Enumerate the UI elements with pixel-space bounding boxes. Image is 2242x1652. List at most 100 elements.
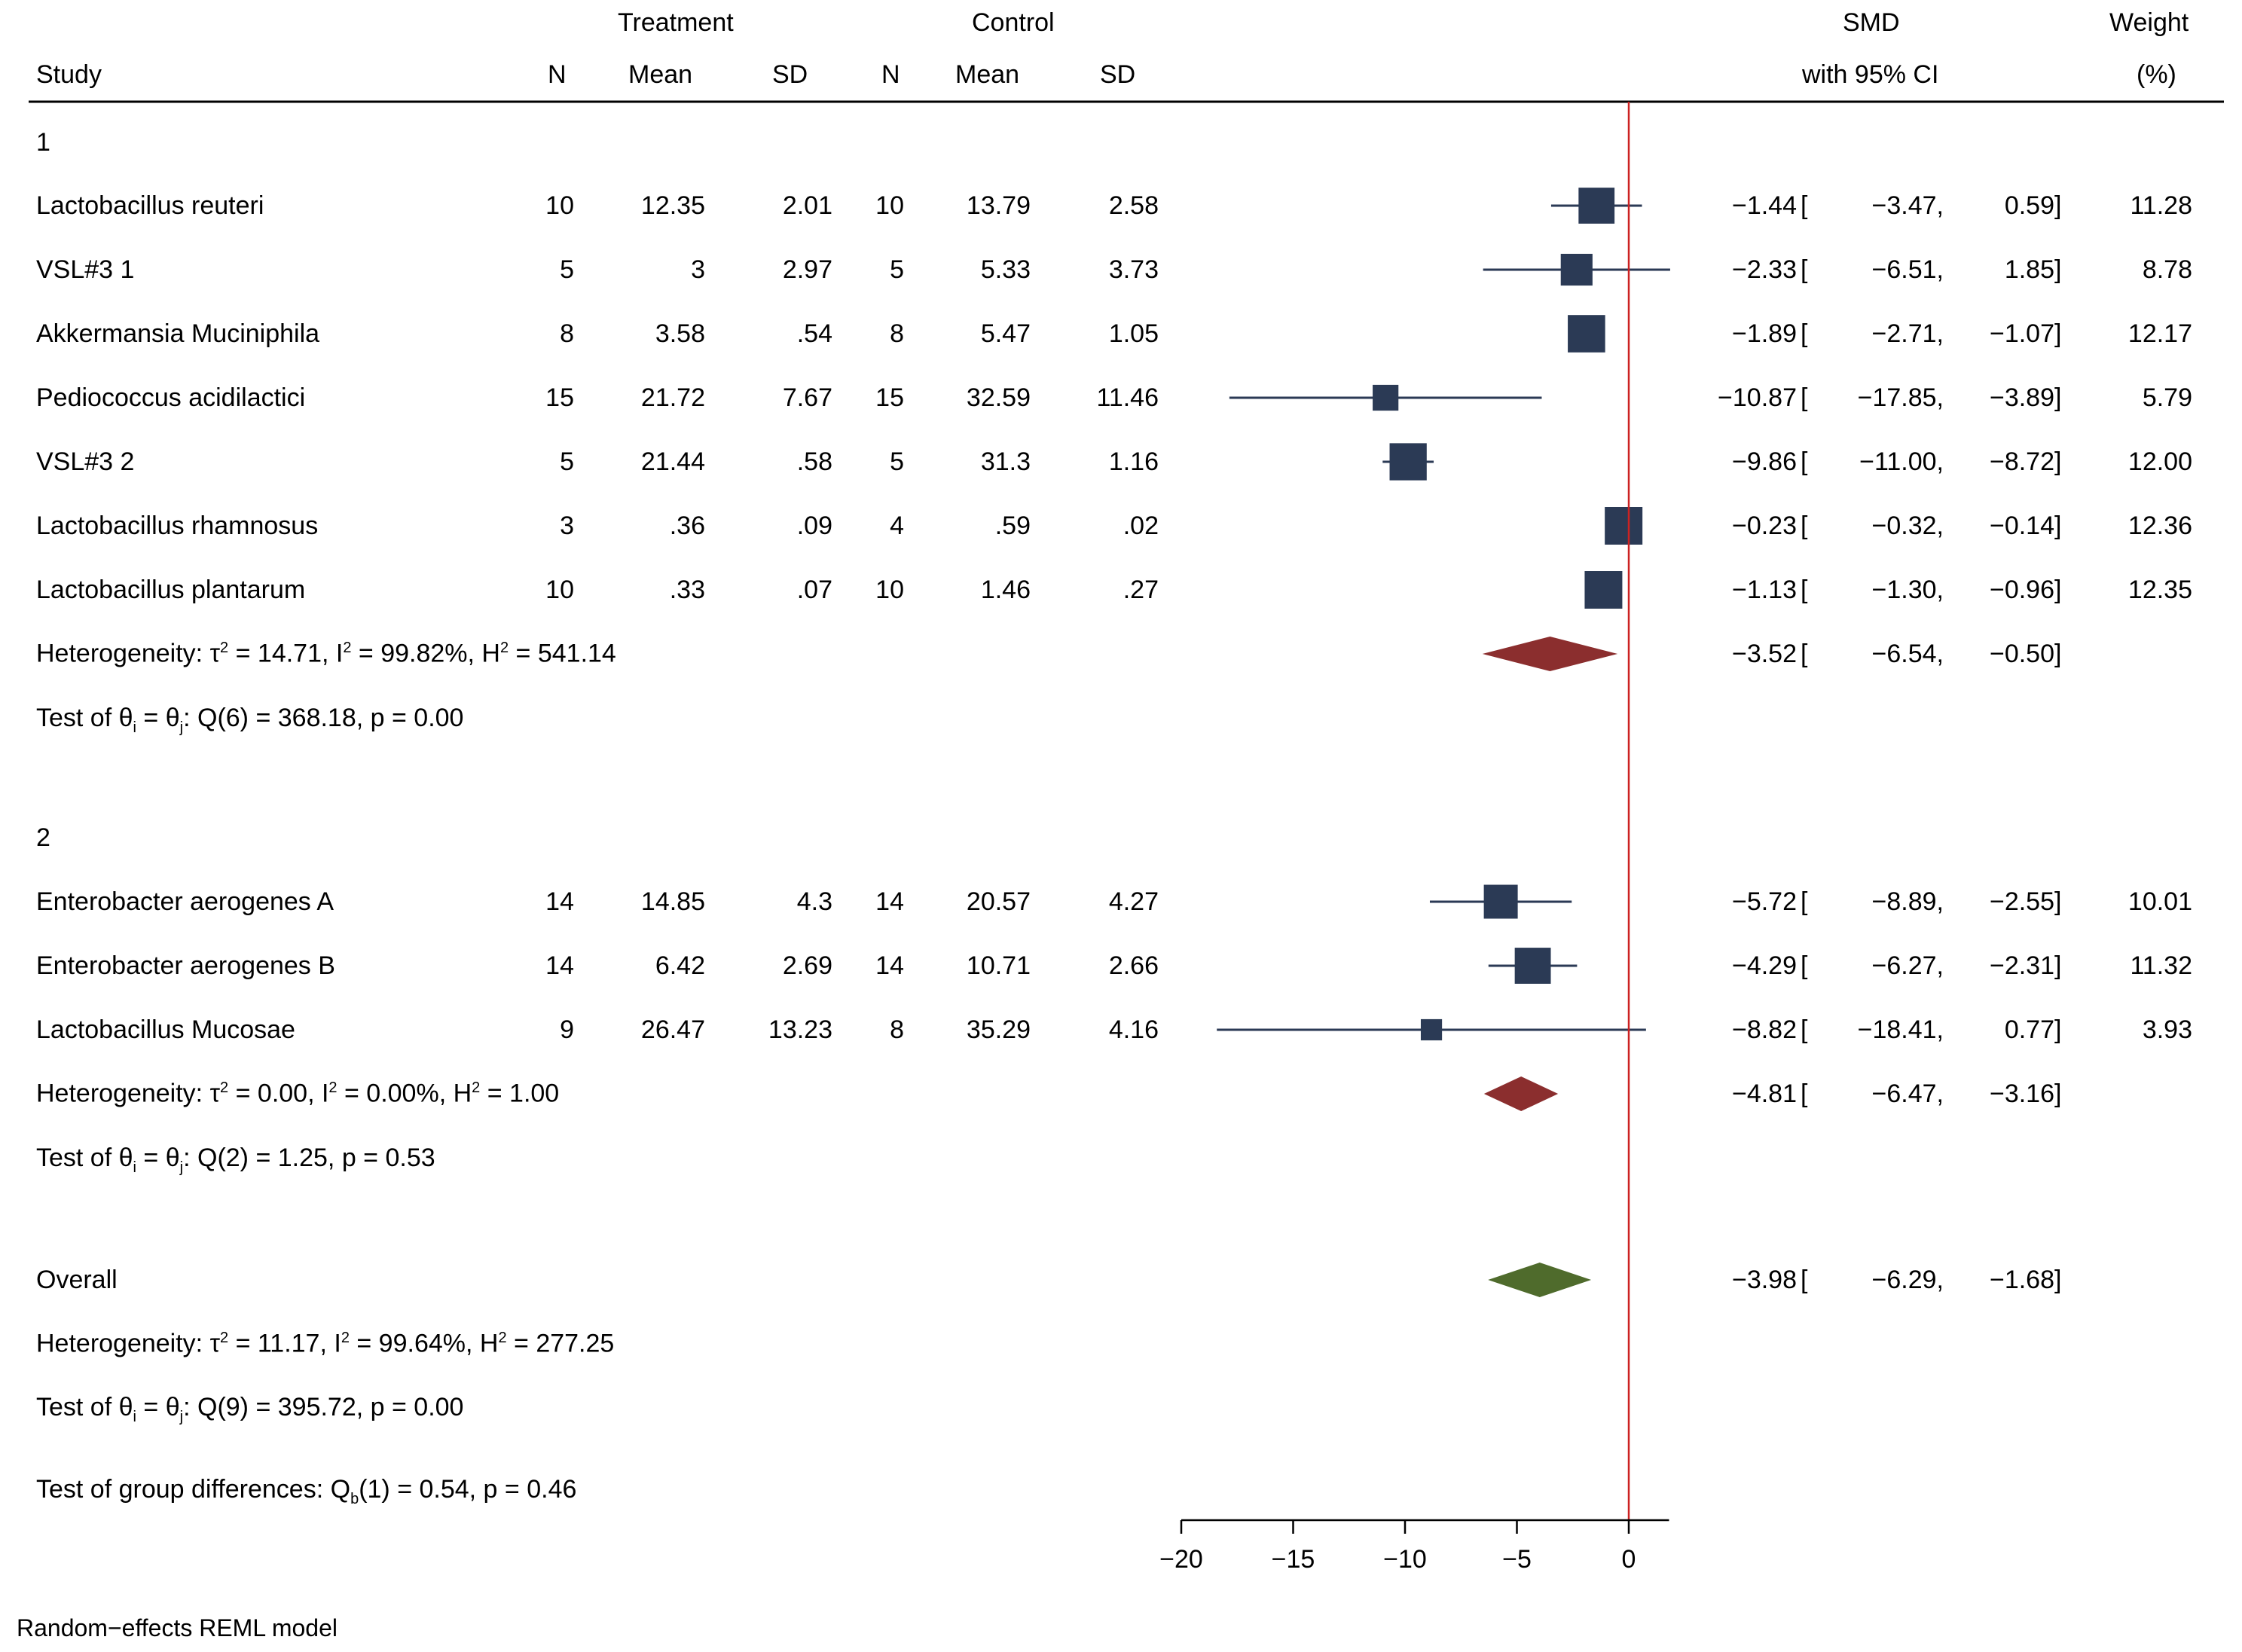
study-2-1-treat-mean: 14.85	[640, 887, 705, 916]
x-tick-label-3: −5	[1502, 1545, 1532, 1574]
study-1-4-ci-open: [	[1801, 383, 1808, 412]
study-2-3-ctrl-mean: 35.29	[966, 1015, 1031, 1044]
study-1-5-smd: −9.86	[1731, 447, 1797, 476]
header-ctrl-mean: Mean	[955, 60, 1020, 89]
study-2-1-treat-sd: 4.3	[796, 887, 832, 916]
overall-heterogeneity-prefix: Heterogeneity:	[36, 1329, 210, 1358]
study-1-6-ctrl-sd: .02	[1123, 511, 1159, 540]
group-1-test-j: j	[179, 719, 184, 736]
group-2-pooled-ci-open: [	[1801, 1079, 1808, 1108]
header-treat-sd: SD	[772, 60, 808, 89]
group-label-1: 1	[36, 128, 50, 157]
study-1-7-ctrl-n: 10	[875, 576, 904, 604]
group-2-pooled-smd: −4.81	[1731, 1079, 1797, 1108]
group-2-heterogeneity-i-sup: 2	[328, 1079, 338, 1096]
group-1-pooled-ci-high: −0.50	[1989, 640, 2054, 668]
header-treatment: Treatment	[618, 8, 734, 37]
group-1-heterogeneity-h-sup: 2	[499, 640, 509, 656]
group-2-heterogeneity-h-sup: 2	[472, 1079, 481, 1096]
group-2-heterogeneity-tau-sup: 2	[220, 1079, 229, 1096]
group-2-test-prefix: Test of	[36, 1144, 119, 1172]
header-smd: SMD	[1843, 8, 1900, 37]
overall-test-theta-i: θ	[118, 1393, 133, 1421]
overall-test-j: j	[179, 1408, 184, 1425]
study-1-1-treat-sd: 2.01	[782, 191, 832, 220]
study-2-3-treat-sd: 13.23	[768, 1015, 832, 1044]
study-1-6-ctrl-mean: .59	[994, 511, 1031, 540]
study-1-2-marker	[1560, 253, 1593, 286]
group-1-heterogeneity: Heterogeneity: τ2 = 14.71, I2 = 99.82%, …	[36, 640, 616, 666]
study-1-2-ci-high: 1.85	[2004, 255, 2054, 284]
study-1-6-treat-sd: .09	[796, 511, 832, 540]
study-1-1-ctrl-sd: 2.58	[1108, 191, 1159, 220]
group-1-test-theta-j: θ	[165, 704, 180, 732]
study-1-2-ctrl-mean: 5.33	[980, 255, 1031, 284]
study-2-1-ci-low: −8.89,	[1871, 887, 1944, 916]
header-weight-unit: (%)	[2137, 60, 2176, 89]
group-2-pooled-diamond	[1483, 1076, 1559, 1111]
study-1-5-ci-close: ]	[2054, 447, 2062, 476]
study-1-6-name: Lactobacillus rhamnosus	[36, 511, 319, 540]
group-2-heterogeneity-i2: = 0.00%, H	[337, 1079, 472, 1108]
study-1-3-ctrl-sd: 1.05	[1108, 319, 1159, 348]
study-2-2-ci-close: ]	[2054, 951, 2062, 980]
group-1-pooled-ci-close: ]	[2054, 640, 2062, 668]
overall-test: Test of θi = θj: Q(9) = 395.72, p = 0.00	[36, 1394, 463, 1425]
overall-heterogeneity-tau: τ	[209, 1329, 221, 1358]
study-1-7-ctrl-mean: 1.46	[980, 576, 1031, 604]
overall-test-theta-j: θ	[165, 1393, 180, 1421]
study-2-3-weight: 3.93	[2142, 1015, 2192, 1044]
overall-test-i: i	[133, 1408, 136, 1425]
study-1-4-weight: 5.79	[2142, 383, 2192, 412]
study-1-2-ctrl-n: 5	[890, 255, 904, 284]
group-1-test-prefix: Test of	[36, 704, 119, 732]
study-2-2-marker	[1514, 948, 1551, 984]
study-2-2-ci-high: −2.31	[1989, 951, 2054, 980]
study-1-4-treat-n: 15	[545, 383, 574, 412]
study-1-3-ctrl-mean: 5.47	[980, 319, 1031, 348]
group-2-pooled-ci-low: −6.47,	[1871, 1079, 1944, 1108]
study-1-7-ctrl-sd: .27	[1123, 576, 1159, 604]
study-2-2-treat-mean: 6.42	[655, 951, 705, 980]
study-1-4-name: Pediococcus acidilactici	[36, 383, 306, 412]
study-1-1-ctrl-n: 10	[875, 191, 904, 220]
study-1-3-ci-open: [	[1801, 319, 1808, 348]
x-tick-label-2: −10	[1383, 1545, 1427, 1574]
group-2-test-eq: =	[136, 1144, 166, 1172]
study-1-7-weight: 12.35	[2127, 576, 2192, 604]
group-1-heterogeneity-tau: τ	[209, 639, 221, 668]
study-1-6-ci-high: −0.14	[1989, 511, 2054, 540]
x-tick-label-4: 0	[1622, 1545, 1636, 1574]
group-2-test-theta-i: θ	[118, 1144, 133, 1172]
study-2-3-ci-close: ]	[2054, 1015, 2062, 1044]
study-1-5-treat-sd: .58	[796, 447, 832, 476]
header-ctrl-sd: SD	[1100, 60, 1136, 89]
study-2-3-ci-low: −18.41,	[1857, 1015, 1944, 1044]
group-1-heterogeneity-h2: = 541.14	[509, 639, 616, 668]
study-2-3-treat-n: 9	[560, 1015, 574, 1044]
study-1-4-treat-mean: 21.72	[640, 383, 705, 412]
study-1-2-ci-close: ]	[2054, 255, 2062, 284]
study-1-4-ctrl-sd: 11.46	[1096, 383, 1159, 412]
group-1-test-q: : Q(6) = 368.18, p = 0.00	[183, 704, 464, 732]
study-2-3-ctrl-n: 8	[890, 1015, 904, 1044]
study-1-1-ctrl-mean: 13.79	[966, 191, 1031, 220]
study-2-2-ci-low: −6.27,	[1871, 951, 1944, 980]
study-2-3-ci-open: [	[1801, 1015, 1808, 1044]
study-1-2-weight: 8.78	[2142, 255, 2192, 284]
overall-heterogeneity: Heterogeneity: τ2 = 11.17, I2 = 99.64%, …	[36, 1330, 614, 1356]
study-1-3-weight: 12.17	[2127, 319, 2192, 348]
header-treat-n: N	[548, 60, 567, 89]
study-1-3-smd: −1.89	[1731, 319, 1797, 348]
study-1-6-treat-n: 3	[560, 511, 574, 540]
study-1-4-ctrl-mean: 32.59	[966, 383, 1031, 412]
overall-test-q: : Q(9) = 395.72, p = 0.00	[183, 1393, 464, 1421]
study-2-3-ci-high: 0.77	[2004, 1015, 2054, 1044]
study-1-4-ci-high: −3.89	[1989, 383, 2054, 412]
study-1-1-ci-high: 0.59	[2004, 191, 2054, 220]
study-2-2-treat-n: 14	[545, 951, 574, 980]
study-1-7-marker	[1584, 571, 1623, 609]
overall-heterogeneity-i2: = 99.64%, H	[349, 1329, 499, 1358]
study-1-7-smd: −1.13	[1731, 576, 1797, 604]
study-1-6-treat-mean: .36	[669, 511, 705, 540]
